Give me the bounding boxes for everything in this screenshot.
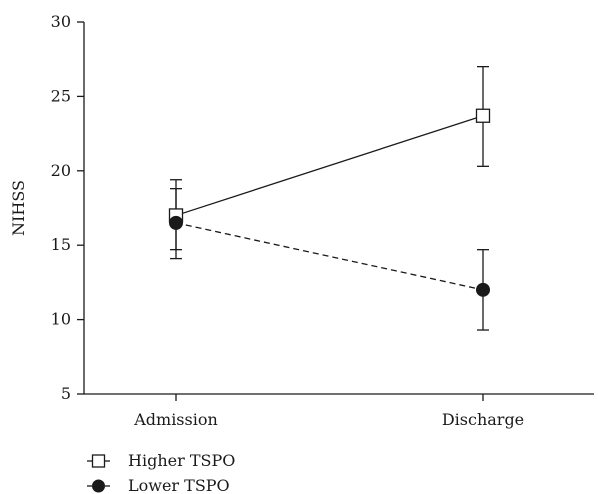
series-markers [168, 108, 491, 297]
y-tick-label: 20 [51, 161, 71, 180]
y-tick-label: 30 [51, 12, 71, 31]
legend-marker [91, 454, 106, 468]
error-bars [170, 65, 489, 331]
series-line-lower-tspo [175, 222, 484, 291]
series-line-higher-tspo [175, 115, 484, 217]
series-lines [175, 115, 484, 291]
data-point [475, 108, 491, 123]
axes: 5 10 15 20 25 30 Admission Discharge [51, 12, 594, 429]
legend-label: Higher TSPO [128, 451, 235, 470]
legend-item: Higher TSPO [87, 451, 235, 470]
legend-marker [92, 479, 105, 493]
legend-item: Lower TSPO [87, 476, 230, 494]
legend-label: Lower TSPO [128, 476, 230, 494]
y-tick-label: 5 [61, 384, 71, 403]
data-point [169, 215, 183, 230]
data-point [476, 282, 490, 297]
y-tick-label: 15 [51, 235, 71, 254]
x-tick-label: Admission [133, 410, 218, 429]
legend: Higher TSPO Lower TSPO [87, 451, 235, 494]
x-tick-label: Discharge [442, 410, 524, 429]
y-tick-label: 10 [51, 310, 71, 329]
y-tick-label: 25 [51, 86, 71, 105]
y-axis-label: NIHSS [9, 180, 28, 236]
